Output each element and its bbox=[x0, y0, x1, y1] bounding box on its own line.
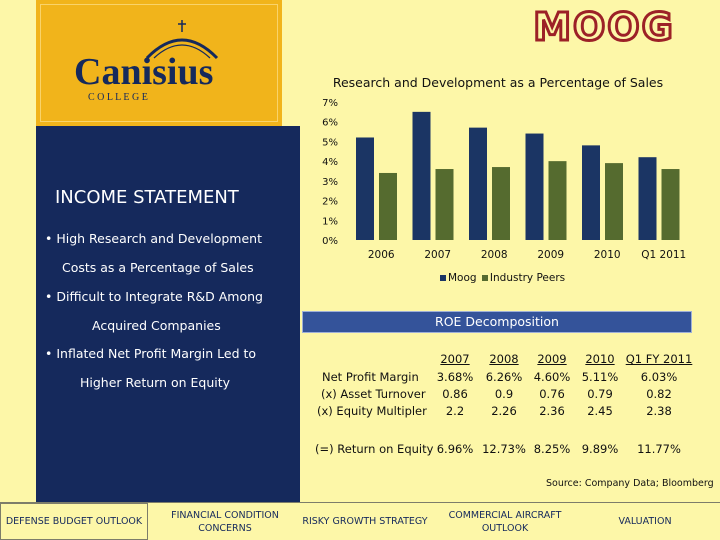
roe-cell: 6.26% bbox=[485, 370, 523, 384]
bar-industry-peers-2007 bbox=[435, 169, 454, 240]
nav-label: COMMERCIAL AIRCRAFT bbox=[448, 509, 562, 521]
roe-cell: 3.68% bbox=[436, 370, 474, 384]
bar-industry-peers-2009 bbox=[548, 161, 567, 240]
bar-moog-2009 bbox=[525, 133, 544, 240]
nav-label: FINANCIAL CONDITION bbox=[171, 509, 279, 521]
bar-moog-Q1-2011 bbox=[638, 157, 657, 240]
bar-industry-peers-2010 bbox=[605, 163, 623, 240]
roe-cell: 2.26 bbox=[491, 404, 517, 418]
bar-moog-2010 bbox=[582, 145, 600, 240]
roe-year: 2010 bbox=[585, 352, 615, 366]
roe-cell: 2.45 bbox=[587, 404, 613, 418]
x-tick-label: 2009 bbox=[537, 249, 564, 261]
roe-cell: 2.38 bbox=[646, 404, 672, 418]
chart-legend: Moog Industry Peers bbox=[440, 272, 565, 284]
roe-col-2007: 2007 bbox=[426, 352, 484, 366]
roe-result-cell: 12.73% bbox=[482, 442, 526, 456]
chart-title: Research and Development as a Percentage… bbox=[332, 75, 664, 90]
nav-divider bbox=[0, 502, 720, 503]
roe-result-cell: 6.96% bbox=[436, 442, 474, 456]
y-tick-label: 2% bbox=[322, 197, 338, 208]
y-tick-label: 4% bbox=[322, 157, 338, 168]
legend-label-moog: Moog bbox=[448, 272, 477, 284]
roe-row-label: Net Profit Margin bbox=[322, 370, 419, 384]
y-tick-label: 3% bbox=[322, 177, 338, 188]
roe-cell: 0.82 bbox=[646, 387, 672, 401]
panel-title: INCOME STATEMENT bbox=[55, 187, 239, 208]
logo-subtitle: C O L L E G E bbox=[88, 92, 148, 103]
nav-label: CONCERNS bbox=[198, 522, 252, 534]
y-tick-label: 1% bbox=[322, 216, 338, 227]
y-tick-label: 5% bbox=[322, 137, 338, 148]
nav-label: OUTLOOK bbox=[481, 522, 529, 534]
roe-cell: 6.03% bbox=[640, 370, 678, 384]
roe-row-label: (x) Asset Turnover bbox=[321, 387, 426, 401]
bar-industry-peers-2008 bbox=[492, 167, 510, 240]
roe-cell: 0.76 bbox=[539, 387, 565, 401]
bar-moog-2008 bbox=[469, 127, 487, 240]
rd-bar-chart: 0% 1% 2% 3% 4% 5% 6% 7% 2006 2007 2008 2009 2010 Q1 2… bbox=[322, 98, 686, 261]
roe-cell: 0.86 bbox=[442, 387, 468, 401]
x-tick-label: 2007 bbox=[424, 249, 451, 261]
canisius-logo: Canisius C O L L E G E bbox=[74, 20, 219, 103]
nav-defense-budget-outlook[interactable]: DEFENSE BUDGET OUTLOOK bbox=[0, 503, 148, 540]
nav-valuation[interactable]: VALUATION bbox=[580, 503, 710, 540]
nav-risky-growth-strategy[interactable]: RISKY GROWTH STRATEGY bbox=[300, 503, 430, 540]
roe-year: 2007 bbox=[440, 352, 470, 366]
college-logo-panel: Canisius C O L L E G E bbox=[36, 0, 282, 126]
roe-col-q1-2011: Q1 FY 2011 bbox=[621, 352, 697, 366]
roe-cell: 0.79 bbox=[587, 387, 613, 401]
income-statement-panel bbox=[36, 126, 300, 502]
nav-commercial-aircraft-outlook[interactable]: COMMERCIAL AIRCRAFT OUTLOOK bbox=[430, 503, 580, 540]
roe-cell: 0.9 bbox=[494, 387, 514, 401]
bar-moog-2006 bbox=[356, 137, 374, 240]
logo-frame bbox=[40, 4, 278, 122]
roe-result-cell: 8.25% bbox=[533, 442, 571, 456]
x-tick-label: 2008 bbox=[481, 249, 508, 261]
x-tick-label: Q1 2011 bbox=[641, 249, 686, 261]
roe-cell: 4.60% bbox=[533, 370, 571, 384]
roe-year: 2009 bbox=[537, 352, 567, 366]
bullet-3-line1: • Inflated Net Profit Margin Led to bbox=[45, 346, 257, 361]
roe-col-2010: 2010 bbox=[571, 352, 629, 366]
bullet-2-line2: Acquired Companies bbox=[92, 318, 221, 333]
nav-label: DEFENSE BUDGET OUTLOOK bbox=[5, 516, 143, 527]
roe-year: Q1 FY 2011 bbox=[625, 352, 693, 366]
y-tick-label: 6% bbox=[322, 118, 338, 129]
legend-label-peers: Industry Peers bbox=[489, 272, 566, 284]
roe-col-2009: 2009 bbox=[523, 352, 581, 366]
bullet-2-line1: • Difficult to Integrate R&D Among bbox=[45, 289, 263, 304]
nav-financial-condition-concerns[interactable]: FINANCIAL CONDITION CONCERNS bbox=[150, 503, 300, 540]
roe-cell: 2.2 bbox=[445, 404, 465, 418]
bar-industry-peers-Q1-2011 bbox=[661, 169, 680, 240]
roe-cell: 2.36 bbox=[539, 404, 565, 418]
x-tick-label: 2006 bbox=[368, 249, 395, 261]
legend-swatch-moog bbox=[440, 275, 446, 281]
roe-row-label: (x) Equity Multipler bbox=[317, 404, 427, 418]
roe-cell: 5.11% bbox=[581, 370, 619, 384]
bar-industry-peers-2006 bbox=[379, 172, 397, 240]
x-tick-label: 2010 bbox=[594, 249, 621, 261]
y-tick-label: 0% bbox=[322, 236, 338, 247]
legend-swatch-peers bbox=[481, 275, 488, 281]
bullet-1-line1: • High Research and Development bbox=[45, 231, 262, 246]
bullet-1-line2: Costs as a Percentage of Sales bbox=[62, 260, 254, 275]
y-tick-label: 7% bbox=[322, 98, 338, 109]
roe-result-label: (=) Return on Equity bbox=[315, 442, 434, 456]
bar-moog-2007 bbox=[412, 111, 431, 240]
nav-label: RISKY GROWTH STRATEGY bbox=[302, 516, 428, 527]
roe-col-2008: 2008 bbox=[475, 352, 533, 366]
roe-header: ROE Decomposition bbox=[302, 311, 692, 333]
source-note: Source: Company Data; Bloomberg bbox=[546, 478, 714, 489]
moog-wordmark: MOOG bbox=[533, 5, 675, 48]
moog-logo: MOOG bbox=[532, 4, 675, 48]
nav-label: VALUATION bbox=[618, 516, 672, 527]
bullet-3-line2: Higher Return on Equity bbox=[80, 375, 231, 390]
roe-year: 2008 bbox=[489, 352, 519, 366]
logo-wordmark: Canisius bbox=[74, 51, 213, 93]
roe-result-cell: 9.89% bbox=[581, 442, 619, 456]
roe-result-cell: 11.77% bbox=[637, 442, 681, 456]
